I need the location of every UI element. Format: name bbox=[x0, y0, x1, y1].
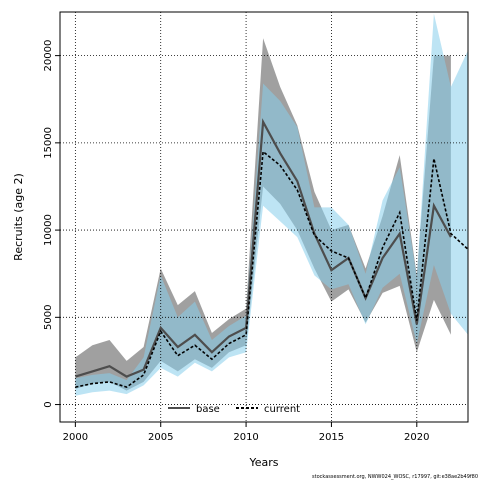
y-tick-label-0: 0 bbox=[43, 401, 54, 407]
footer-stamp: stockassessment.org, NWW024_WOSC, r17997… bbox=[312, 474, 478, 480]
x-tick-label-2005: 2005 bbox=[148, 432, 173, 443]
x-tick-label-2020: 2020 bbox=[404, 432, 429, 443]
legend: base current bbox=[168, 404, 300, 415]
x-tick-label-2015: 2015 bbox=[319, 432, 344, 443]
y-axis: 0 5000 10000 15000 20000 bbox=[43, 40, 60, 408]
x-tick-label-2000: 2000 bbox=[63, 432, 88, 443]
x-axis-title: Years bbox=[248, 456, 278, 469]
y-tick-label-10000: 10000 bbox=[43, 214, 54, 246]
y-tick-label-15000: 15000 bbox=[43, 127, 54, 159]
x-tick-label-2010: 2010 bbox=[233, 432, 258, 443]
y-tick-label-5000: 5000 bbox=[43, 305, 54, 330]
plot-frame bbox=[59, 11, 469, 423]
uncertainty-bands bbox=[75, 13, 469, 396]
confidence-band-current bbox=[75, 13, 469, 396]
series-lines bbox=[75, 118, 469, 388]
x-axis: 2000 2005 2010 2015 2020 bbox=[63, 422, 430, 443]
grid-lines bbox=[60, 12, 468, 422]
legend-label-base: base bbox=[196, 404, 220, 415]
legend-label-current: current bbox=[264, 404, 300, 415]
y-axis-title: Recruits (age 2) bbox=[12, 173, 25, 261]
series-line-base bbox=[75, 118, 452, 378]
y-tick-label-20000: 20000 bbox=[43, 40, 54, 72]
